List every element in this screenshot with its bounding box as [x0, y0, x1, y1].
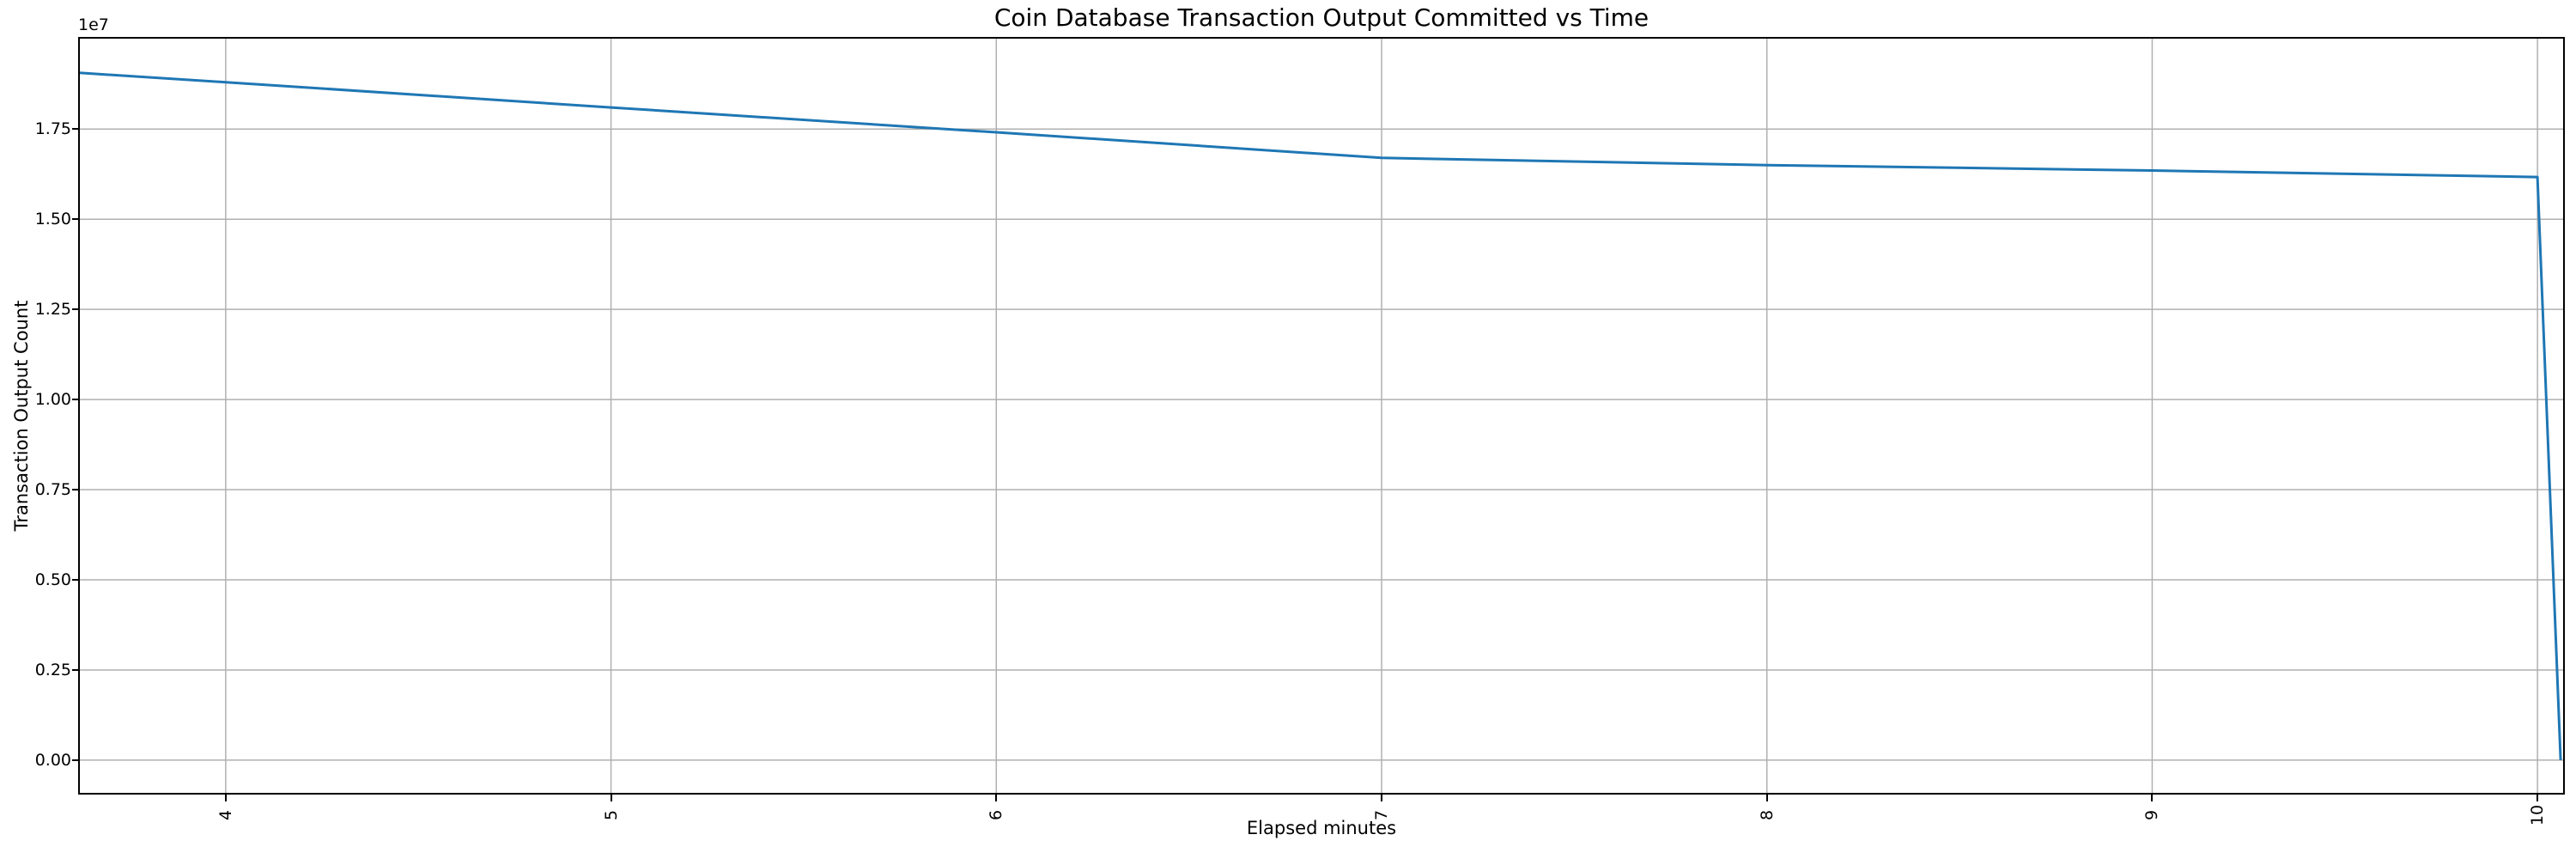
- y-tick-mark: [72, 218, 79, 221]
- y-tick-mark: [72, 579, 79, 581]
- y-tick-label: 1.25: [34, 300, 71, 320]
- data-line-transaction-output-count: [79, 71, 2562, 760]
- y-axis-label: Transaction Output Count: [11, 300, 32, 532]
- x-tick-label: 7: [1371, 809, 1391, 821]
- x-tick-mark: [224, 795, 227, 801]
- y-tick-mark: [72, 399, 79, 401]
- y-tick-mark: [72, 758, 79, 761]
- y-tick-label: 0.00: [34, 750, 71, 770]
- y-tick-mark: [72, 668, 79, 671]
- x-axis-label: Elapsed minutes: [1246, 818, 1397, 838]
- chart-title: Coin Database Transaction Output Committ…: [993, 3, 1649, 32]
- x-tick-mark: [1380, 795, 1382, 801]
- x-tick-label: 4: [216, 809, 235, 821]
- y-tick-label: 0.25: [34, 660, 71, 679]
- y-tick-label: 1.75: [34, 119, 71, 139]
- x-tick-label: 6: [987, 809, 1006, 821]
- x-tick-mark: [610, 795, 612, 801]
- y-tick-label: 1.00: [34, 390, 71, 410]
- y-tick-label: 0.50: [34, 570, 71, 589]
- x-tick-label: 8: [1757, 809, 1777, 821]
- y-tick-mark: [72, 489, 79, 491]
- y-tick-label: 0.75: [34, 480, 71, 500]
- y-axis-offset-text: 1e7: [78, 15, 109, 34]
- y-tick-mark: [72, 308, 79, 311]
- plot-area: [78, 37, 2565, 795]
- x-tick-mark: [1765, 795, 1768, 801]
- y-tick-label: 1.50: [34, 210, 71, 229]
- x-tick-mark: [2537, 795, 2539, 801]
- y-tick-mark: [72, 128, 79, 131]
- x-tick-label: 5: [601, 809, 621, 821]
- plot-border: [78, 37, 2565, 795]
- x-tick-mark: [2151, 795, 2154, 801]
- chart-canvas: [78, 37, 2565, 795]
- x-tick-label: 10: [2528, 804, 2548, 826]
- x-tick-label: 9: [2142, 809, 2162, 821]
- x-tick-mark: [995, 795, 998, 801]
